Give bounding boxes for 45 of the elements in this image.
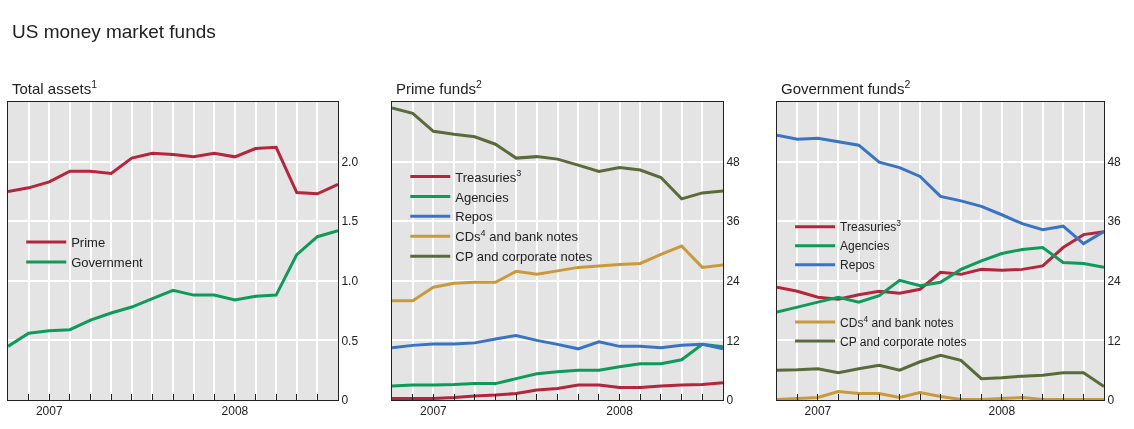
x-tick-label: 2007 — [804, 404, 832, 419]
x-tick-label: 2008 — [988, 404, 1016, 419]
line-series — [777, 390, 1104, 400]
line-series — [392, 381, 723, 400]
y-tick-label: 12 — [1107, 333, 1122, 348]
line-series — [392, 333, 723, 351]
x-tick-label: 2008 — [221, 404, 249, 419]
y-tick-label: 2.0 — [341, 154, 359, 169]
chart-subtitle: Government funds$^{2}$ — [781, 78, 911, 98]
line-series — [392, 244, 723, 303]
legend-label: Government — [71, 255, 144, 271]
line-series — [777, 353, 1104, 389]
y-tick-label: 36 — [1107, 214, 1122, 229]
legend-label: Prime — [71, 235, 106, 251]
y-tick-label: 12 — [726, 333, 741, 348]
legend-label: Agencies — [840, 239, 890, 254]
y-tick-label: 0.5 — [341, 333, 359, 348]
x-tick-label: 2008 — [606, 404, 634, 419]
chart-subtitle: Prime funds$^{2}$ — [396, 78, 483, 98]
y-tick-label: 48 — [726, 154, 741, 169]
x-tick-label: 2007 — [420, 404, 448, 419]
line-series — [8, 229, 338, 348]
chart-subtitle: Total assets$^{1}$ — [12, 78, 98, 98]
legend-label: Treasuries$^{3}$ — [840, 218, 902, 235]
y-tick-label: 1.0 — [341, 274, 359, 288]
line-series — [8, 145, 338, 196]
y-tick-label: 48 — [1107, 154, 1122, 169]
y-tick-label: 0 — [341, 393, 349, 408]
legend-label: Repos — [455, 209, 494, 225]
x-tick-label: 2007 — [35, 404, 63, 419]
y-tick-label: 36 — [726, 214, 741, 229]
legend-label: CDs$^{4}$ and bank notes — [455, 227, 579, 245]
chart-title: US money market funds — [12, 21, 216, 42]
legend-label: Repos — [840, 258, 875, 273]
line-series — [392, 342, 723, 388]
legend-label: CDs$^{4}$ and bank notes — [840, 313, 954, 330]
y-tick-label: 1.5 — [341, 214, 359, 229]
y-tick-label: 24 — [1107, 274, 1122, 288]
y-tick-label: 24 — [726, 274, 741, 288]
y-tick-label: 0 — [1107, 393, 1115, 408]
legend-label: CP and corporate notes — [455, 249, 593, 265]
y-tick-label: 0 — [726, 393, 734, 408]
legend-label: Treasuries$^{3}$ — [455, 168, 522, 185]
legend-label: Agencies — [455, 189, 510, 205]
legend-label: CP and corporate notes — [840, 334, 967, 349]
